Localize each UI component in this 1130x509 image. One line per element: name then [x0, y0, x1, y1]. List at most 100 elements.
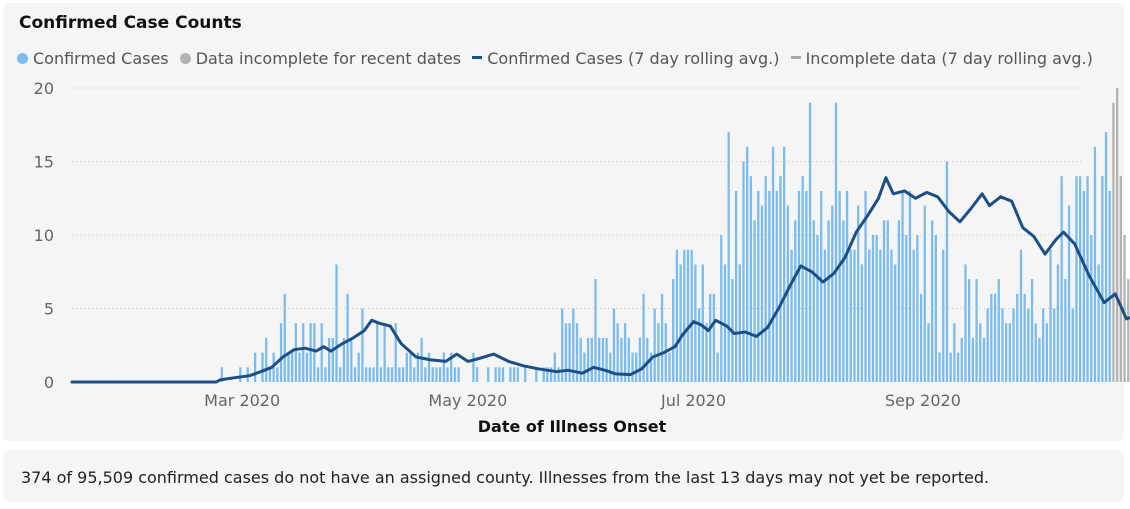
- bar-confirmed: [376, 323, 379, 382]
- bar-confirmed: [220, 367, 223, 382]
- bar-confirmed: [331, 337, 334, 382]
- bar-confirmed: [1008, 323, 1012, 382]
- bar-confirmed: [398, 367, 401, 382]
- bar-confirmed: [960, 337, 963, 382]
- bar-confirmed: [342, 337, 346, 382]
- bar-confirmed: [598, 337, 601, 382]
- bar-confirmed: [956, 352, 960, 382]
- bar-confirmed: [1001, 308, 1004, 382]
- bar-confirmed: [797, 190, 801, 382]
- bar-confirmed: [882, 220, 886, 382]
- bar-confirmed: [823, 249, 827, 382]
- bar-confirmed: [746, 146, 749, 382]
- bar-confirmed: [879, 249, 882, 382]
- bar-confirmed: [335, 264, 338, 382]
- bar-confirmed: [820, 190, 823, 382]
- bar-confirmed: [927, 323, 930, 382]
- bar-confirmed: [1079, 176, 1082, 382]
- bar-confirmed: [353, 367, 357, 382]
- legend-item-confirmed-cases[interactable]: Confirmed Cases: [17, 49, 169, 68]
- bar-confirmed: [901, 190, 904, 382]
- bar-confirmed: [701, 264, 704, 382]
- bar-confirmed: [831, 205, 834, 382]
- bar-confirmed: [971, 337, 975, 382]
- bar-confirmed: [660, 293, 664, 382]
- bar-confirmed: [923, 205, 926, 382]
- bar-confirmed: [516, 367, 519, 382]
- bar-confirmed: [945, 161, 949, 382]
- bar-confirmed: [313, 323, 316, 382]
- bar-confirmed: [1082, 190, 1085, 382]
- bar-confirmed: [438, 367, 442, 382]
- bar-confirmed: [435, 367, 438, 382]
- bar-confirmed: [1042, 308, 1045, 382]
- bar-confirmed: [561, 308, 564, 382]
- bar-confirmed: [816, 235, 819, 382]
- bar-confirmed: [416, 352, 420, 382]
- bar-confirmed: [372, 367, 375, 382]
- bar-confirmed: [649, 352, 653, 382]
- legend-item-incomplete[interactable]: Data incomplete for recent dates: [179, 49, 461, 68]
- bar-confirmed: [749, 176, 753, 382]
- bar-confirmed: [1075, 176, 1078, 382]
- bar-confirmed: [575, 323, 579, 382]
- bars: [220, 88, 1130, 382]
- bar-confirmed: [305, 352, 309, 382]
- rolling-lines: [70, 176, 1130, 384]
- bar-confirmed: [524, 367, 527, 382]
- bar-confirmed: [383, 323, 386, 382]
- bar-confirmed: [316, 367, 320, 382]
- bar-confirmed: [768, 190, 771, 382]
- bar-confirmed: [894, 264, 897, 382]
- bar-confirmed: [753, 220, 756, 382]
- bar-confirmed: [535, 367, 538, 382]
- chart-legend: Confirmed Cases Data incomplete for rece…: [17, 49, 1099, 68]
- bar-confirmed: [568, 323, 571, 382]
- legend-label: Incomplete data (7 day rolling avg.): [805, 49, 1093, 68]
- bar-confirmed: [287, 352, 290, 382]
- bar-confirmed: [993, 293, 997, 382]
- bar-confirmed: [712, 293, 716, 382]
- bar-confirmed: [919, 293, 923, 382]
- y-tick-label: 5: [44, 300, 54, 319]
- chart-panel: Confirmed Case Counts Confirmed Cases Da…: [3, 3, 1124, 441]
- bar-confirmed: [886, 220, 889, 382]
- bar-confirmed: [1034, 323, 1037, 382]
- bar-confirmed: [379, 367, 383, 382]
- case-chart: 0 5 10 15 20 Mar 2020 May 2020 Jul 2020 Sep 202…: [34, 79, 1130, 436]
- bar-confirmed: [864, 190, 867, 382]
- bar-confirmed: [457, 367, 460, 382]
- bar-confirmed: [320, 323, 323, 382]
- bar-confirmed: [916, 235, 919, 382]
- bar-confirmed: [1060, 176, 1063, 382]
- bar-confirmed: [413, 367, 416, 382]
- bar-confirmed: [653, 308, 656, 382]
- bar-confirmed: [627, 337, 630, 382]
- bar-confirmed: [546, 367, 549, 382]
- bar-confirmed: [734, 190, 738, 382]
- x-tick-label: Mar 2020: [204, 391, 280, 410]
- bar-confirmed: [450, 352, 453, 382]
- bar-confirmed: [401, 367, 405, 382]
- bar-confirmed: [686, 249, 690, 382]
- legend-item-rolling-avg[interactable]: Confirmed Cases (7 day rolling avg.): [472, 49, 779, 68]
- bar-confirmed: [427, 352, 431, 382]
- bar-confirmed: [553, 352, 556, 382]
- footer-text: 374 of 95,509 confirmed cases do not hav…: [21, 468, 990, 487]
- bar-confirmed: [253, 352, 257, 382]
- bar-confirmed: [346, 293, 349, 382]
- footer-note: 374 of 95,509 confirmed cases do not hav…: [3, 450, 1124, 502]
- bar-confirmed: [394, 323, 397, 382]
- bar-confirmed: [364, 367, 368, 382]
- bar-confirmed: [1016, 293, 1019, 382]
- bar-confirmed: [723, 264, 727, 382]
- legend-item-incomplete-avg[interactable]: Incomplete data (7 day rolling avg.): [790, 49, 1093, 68]
- bar-confirmed: [720, 235, 723, 382]
- bar-confirmed: [390, 367, 394, 382]
- bar-confirmed: [239, 367, 242, 382]
- bar-confirmed: [590, 337, 593, 382]
- legend-dot-icon: [17, 53, 28, 64]
- bar-confirmed: [790, 249, 793, 382]
- legend-line-icon: [790, 56, 801, 59]
- bar-confirmed: [583, 352, 586, 382]
